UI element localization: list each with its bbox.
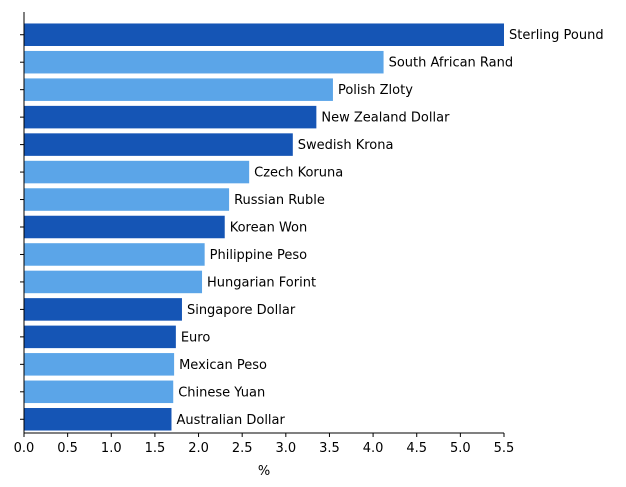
bar — [24, 78, 333, 101]
bar — [24, 160, 250, 184]
bar — [24, 298, 182, 321]
bar — [24, 23, 504, 46]
x-tick-label: 3.0 — [275, 441, 296, 456]
bar-label: South African Rand — [389, 56, 514, 71]
bar-label: New Zealand Dollar — [321, 111, 450, 126]
bar-label: Korean Won — [230, 221, 308, 236]
bar-label: Mexican Peso — [179, 358, 267, 373]
x-tick-label: 1.5 — [145, 441, 166, 456]
bar-label: Euro — [181, 330, 211, 345]
bar — [24, 408, 172, 431]
bar — [24, 50, 384, 74]
bar-label: Hungarian Forint — [207, 275, 316, 290]
x-tick-label: 4.5 — [406, 441, 427, 456]
bar — [24, 243, 205, 266]
bar — [24, 353, 175, 376]
bar-label: Swedish Krona — [298, 138, 394, 153]
axes-layer: 0.0 0.5 1.0 1.5 2.0 2.5 3.0 3.5 4.0 4.5 5.0 5.5 — [14, 12, 515, 456]
x-tick-label: 4.0 — [363, 441, 384, 456]
bar-label: Australian Dollar — [176, 413, 285, 428]
x-tick-label: 2.0 — [188, 441, 209, 456]
bar-label: Czech Koruna — [254, 166, 343, 181]
x-tick-label: 3.5 — [319, 441, 340, 456]
x-tick-label: 0.5 — [57, 441, 78, 456]
bar — [24, 325, 176, 349]
bar — [24, 215, 225, 239]
bar-label: Philippine Peso — [210, 248, 308, 263]
bar-label: Chinese Yuan — [178, 385, 265, 400]
x-axis-title: % — [258, 464, 270, 479]
x-tick-label: 5.5 — [494, 441, 515, 456]
bar-label: Russian Ruble — [234, 193, 325, 208]
x-tick-label: 1.0 — [101, 441, 122, 456]
bar — [24, 188, 230, 211]
bars-layer: Sterling Pound South African Rand Polish Z… — [24, 23, 604, 431]
bar — [24, 133, 293, 156]
bar-label: Singapore Dollar — [187, 303, 296, 318]
bar — [24, 270, 203, 294]
x-tick-label: 2.5 — [232, 441, 253, 456]
bar-label: Sterling Pound — [509, 28, 604, 43]
bar — [24, 105, 317, 129]
bar-label: Polish Zloty — [338, 83, 413, 98]
x-tick-label: 5.0 — [450, 441, 471, 456]
x-tick-label: 0.0 — [14, 441, 35, 456]
bar — [24, 380, 174, 404]
